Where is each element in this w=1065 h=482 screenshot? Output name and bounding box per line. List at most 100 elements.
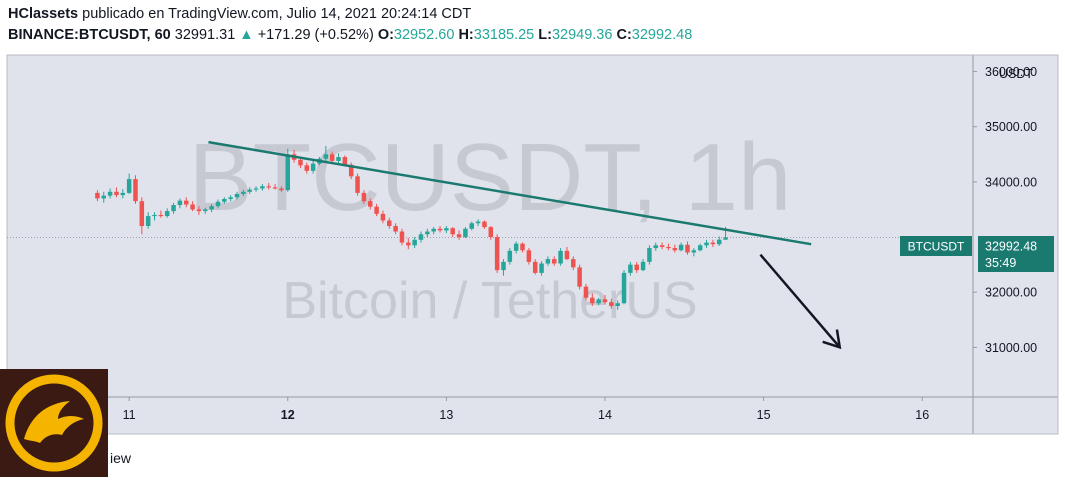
candle[interactable] xyxy=(183,197,189,208)
candle[interactable] xyxy=(475,219,481,226)
candle[interactable] xyxy=(215,199,221,209)
candle[interactable] xyxy=(139,197,145,235)
candle[interactable] xyxy=(406,238,411,250)
candle[interactable] xyxy=(710,239,716,247)
candle[interactable] xyxy=(577,264,582,290)
candle[interactable] xyxy=(190,201,195,212)
candle[interactable] xyxy=(501,259,506,276)
candle[interactable] xyxy=(418,231,424,243)
candle[interactable] xyxy=(456,230,462,240)
candle[interactable] xyxy=(329,151,335,163)
candle[interactable] xyxy=(412,237,417,249)
candle[interactable] xyxy=(659,242,665,250)
candle[interactable] xyxy=(171,202,176,214)
candle[interactable] xyxy=(367,198,373,210)
price-scale[interactable] xyxy=(973,55,1058,397)
candle[interactable] xyxy=(494,234,500,273)
candle[interactable] xyxy=(260,184,265,191)
candle[interactable] xyxy=(545,256,551,266)
candle[interactable] xyxy=(513,241,519,254)
candle[interactable] xyxy=(196,206,202,215)
candle[interactable] xyxy=(507,248,513,265)
candle[interactable] xyxy=(526,248,532,265)
candle[interactable] xyxy=(444,226,449,234)
candle[interactable] xyxy=(647,245,652,265)
candle[interactable] xyxy=(482,220,487,229)
candle[interactable] xyxy=(551,256,557,266)
candle[interactable] xyxy=(697,243,703,252)
candle[interactable] xyxy=(177,198,183,209)
candle[interactable] xyxy=(628,261,633,276)
candle[interactable] xyxy=(666,243,671,251)
candle[interactable] xyxy=(387,217,392,229)
candle[interactable] xyxy=(380,210,386,224)
candle[interactable] xyxy=(361,190,367,204)
candle[interactable] xyxy=(107,188,113,199)
candle[interactable] xyxy=(653,242,659,251)
candle[interactable] xyxy=(672,244,678,253)
candle[interactable] xyxy=(425,228,430,238)
candle[interactable] xyxy=(431,227,436,235)
projection-arrow[interactable] xyxy=(759,253,842,350)
candle[interactable] xyxy=(640,259,646,272)
candle[interactable] xyxy=(126,173,132,195)
candle[interactable] xyxy=(621,270,627,305)
time-axis[interactable] xyxy=(7,397,1058,434)
descending-trendline[interactable] xyxy=(208,140,812,246)
candle[interactable] xyxy=(437,226,443,233)
candle[interactable] xyxy=(355,173,360,196)
candle[interactable] xyxy=(520,242,525,253)
candle[interactable] xyxy=(133,175,138,204)
candle[interactable] xyxy=(164,208,170,218)
candle[interactable] xyxy=(253,186,259,192)
candle[interactable] xyxy=(602,294,608,305)
candle[interactable] xyxy=(532,259,538,275)
candle[interactable] xyxy=(678,242,684,252)
plot-area[interactable] xyxy=(7,55,973,397)
candle[interactable] xyxy=(114,187,119,198)
candle[interactable] xyxy=(304,162,310,174)
candle[interactable] xyxy=(120,189,126,199)
candle[interactable] xyxy=(393,223,398,235)
candle[interactable] xyxy=(247,187,252,195)
candle[interactable] xyxy=(704,239,709,249)
candle[interactable] xyxy=(279,186,284,192)
candle[interactable] xyxy=(609,298,614,309)
candle[interactable] xyxy=(564,246,570,261)
symbol-label[interactable]: BINANCE:BTCUSDT, 60 xyxy=(8,27,171,43)
author-name[interactable]: HClassets xyxy=(8,6,79,22)
candle[interactable] xyxy=(634,261,639,273)
candle[interactable] xyxy=(463,227,468,239)
candle[interactable] xyxy=(152,212,157,221)
candle[interactable] xyxy=(234,191,240,200)
candle[interactable] xyxy=(583,283,589,301)
candle[interactable] xyxy=(266,182,271,190)
candle[interactable] xyxy=(691,248,697,257)
candle[interactable] xyxy=(241,189,246,197)
candle[interactable] xyxy=(716,236,722,246)
candle[interactable] xyxy=(469,221,475,231)
candle[interactable] xyxy=(145,212,151,229)
candle[interactable] xyxy=(450,227,455,238)
candle[interactable] xyxy=(615,300,620,310)
candle[interactable] xyxy=(399,228,405,246)
candle[interactable] xyxy=(209,203,214,213)
candle[interactable] xyxy=(571,256,576,271)
candle[interactable] xyxy=(539,261,544,276)
candle[interactable] xyxy=(101,191,107,203)
candle[interactable] xyxy=(374,203,379,217)
candle[interactable] xyxy=(310,160,316,174)
candle[interactable] xyxy=(590,293,595,306)
candle[interactable] xyxy=(336,153,341,165)
candle[interactable] xyxy=(95,190,100,202)
candle[interactable] xyxy=(685,241,690,255)
candle[interactable] xyxy=(323,146,329,161)
candle[interactable] xyxy=(203,207,208,214)
candle[interactable] xyxy=(228,195,233,202)
candle[interactable] xyxy=(558,248,563,266)
candle[interactable] xyxy=(596,297,601,306)
candle[interactable] xyxy=(488,226,494,240)
candle[interactable] xyxy=(272,184,278,190)
candle[interactable] xyxy=(222,197,227,204)
